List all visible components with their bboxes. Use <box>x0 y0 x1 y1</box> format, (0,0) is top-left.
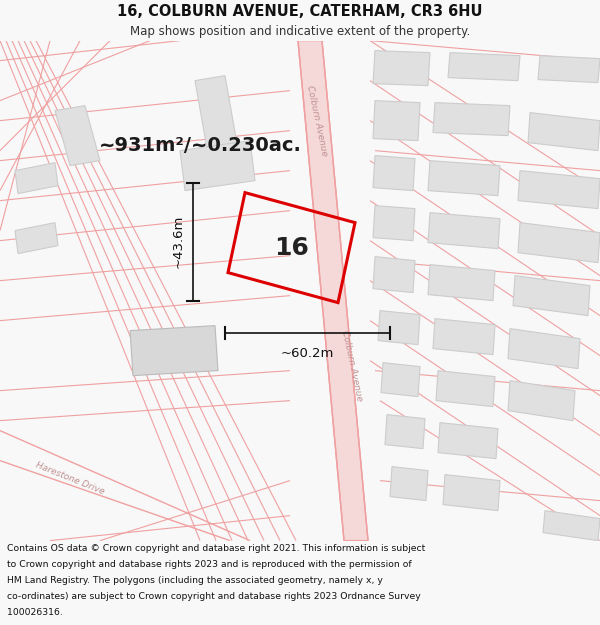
Polygon shape <box>373 156 415 191</box>
Text: ~60.2m: ~60.2m <box>281 347 334 359</box>
Polygon shape <box>15 222 58 254</box>
Polygon shape <box>528 112 600 151</box>
Text: Colburn Avenue: Colburn Avenue <box>340 329 364 402</box>
Polygon shape <box>538 56 600 82</box>
Polygon shape <box>385 414 425 449</box>
Text: 16: 16 <box>274 236 309 259</box>
Polygon shape <box>390 467 428 501</box>
Polygon shape <box>508 329 580 369</box>
Polygon shape <box>195 76 240 166</box>
Polygon shape <box>433 102 510 136</box>
Text: 16, COLBURN AVENUE, CATERHAM, CR3 6HU: 16, COLBURN AVENUE, CATERHAM, CR3 6HU <box>117 4 483 19</box>
Polygon shape <box>381 362 420 397</box>
Polygon shape <box>448 52 520 81</box>
Polygon shape <box>373 101 420 141</box>
Polygon shape <box>428 213 500 249</box>
Text: ~43.6m: ~43.6m <box>172 215 185 268</box>
Text: 100026316.: 100026316. <box>7 608 63 617</box>
Polygon shape <box>433 319 495 354</box>
Polygon shape <box>428 161 500 196</box>
Polygon shape <box>428 264 495 301</box>
Polygon shape <box>180 141 255 191</box>
Polygon shape <box>130 326 218 376</box>
Text: Contains OS data © Crown copyright and database right 2021. This information is : Contains OS data © Crown copyright and d… <box>7 544 425 553</box>
Polygon shape <box>438 422 498 459</box>
Polygon shape <box>373 51 430 86</box>
Text: Harestone Drive: Harestone Drive <box>34 461 106 496</box>
Text: Map shows position and indicative extent of the property.: Map shows position and indicative extent… <box>130 25 470 38</box>
Polygon shape <box>513 276 590 316</box>
Polygon shape <box>518 222 600 262</box>
Text: HM Land Registry. The polygons (including the associated geometry, namely x, y: HM Land Registry. The polygons (includin… <box>7 576 383 585</box>
Polygon shape <box>55 106 100 166</box>
Polygon shape <box>298 41 368 541</box>
Polygon shape <box>15 162 58 194</box>
Polygon shape <box>443 474 500 511</box>
Polygon shape <box>508 381 575 421</box>
Polygon shape <box>543 511 600 541</box>
Text: Colburn Avenue: Colburn Avenue <box>305 84 329 157</box>
Polygon shape <box>436 371 495 407</box>
Text: to Crown copyright and database rights 2023 and is reproduced with the permissio: to Crown copyright and database rights 2… <box>7 560 412 569</box>
Polygon shape <box>378 311 420 344</box>
Text: co-ordinates) are subject to Crown copyright and database rights 2023 Ordnance S: co-ordinates) are subject to Crown copyr… <box>7 592 421 601</box>
Polygon shape <box>373 206 415 241</box>
Polygon shape <box>373 257 415 292</box>
Text: ~931m²/~0.230ac.: ~931m²/~0.230ac. <box>98 136 301 155</box>
Polygon shape <box>518 171 600 209</box>
